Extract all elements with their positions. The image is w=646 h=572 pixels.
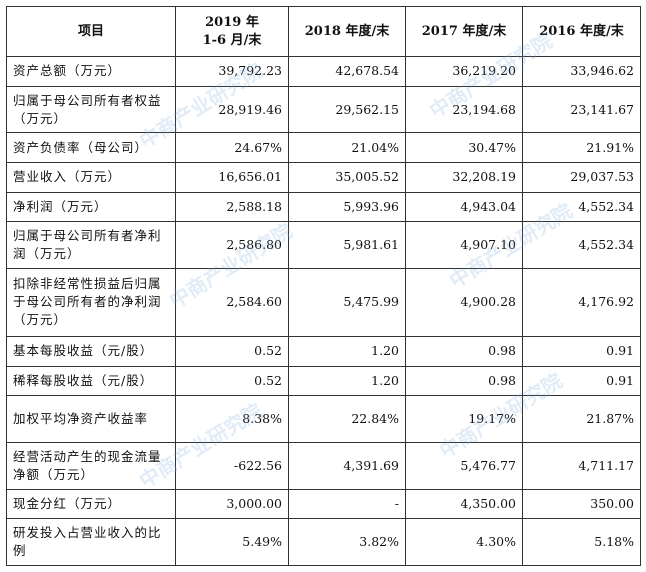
table-row: 加权平均净资产收益率 8.38% 22.84% 19.17% 21.87% (6, 395, 641, 443)
cell-value: 0.98 (405, 365, 523, 397)
cell-value: 4,552.34 (522, 221, 641, 270)
header-2018: 2018 年度/末 (288, 6, 406, 57)
table-row: 净利润（万元） 2,588.18 5,993.96 4,943.04 4,552.34 (6, 191, 641, 223)
cell-value: 32,208.19 (405, 162, 523, 193)
cell-value: 21.87% (522, 395, 641, 443)
row-label: 现金分红（万元） (6, 488, 176, 520)
table-row: 资产总额（万元） 39,792.23 42,678.54 36,219.20 33,94… (6, 56, 641, 87)
cell-value: 3.82% (288, 518, 406, 566)
row-label: 加权平均净资产收益率 (6, 395, 176, 443)
header-row: 项目 2019 年 1-6 月/末 2018 年度/末 2017 年度/末 20… (6, 6, 641, 57)
table-row: 经营活动产生的现金流量净额（万元） -622.56 4,391.69 5,476.77… (6, 441, 641, 490)
row-label: 经营活动产生的现金流量净额（万元） (6, 441, 176, 490)
cell-value: 4,391.69 (288, 441, 406, 490)
cell-value: 2,586.80 (175, 221, 289, 270)
table-row: 资产负债率（母公司） 24.67% 21.04% 30.47% 21.91% (6, 132, 641, 164)
cell-value: 21.91% (522, 132, 641, 164)
cell-value: 0.52 (175, 335, 289, 367)
cell-value: 0.52 (175, 365, 289, 397)
row-label: 资产总额（万元） (6, 56, 176, 87)
cell-value: 0.91 (522, 365, 641, 397)
header-2017: 2017 年度/末 (405, 6, 523, 57)
row-label: 资产负债率（母公司） (6, 132, 176, 164)
cell-value: 5,981.61 (288, 221, 406, 270)
cell-value: 2,588.18 (175, 191, 289, 223)
cell-value: 5,476.77 (405, 441, 523, 490)
cell-value: 4,176.92 (522, 268, 641, 337)
cell-value: 4,907.10 (405, 221, 523, 270)
row-label: 扣除非经常性损益后归属于母公司所有者的净利润（万元） (6, 268, 176, 337)
table-row: 营业收入（万元） 16,656.01 35,005.52 32,208.19 29,03… (6, 162, 641, 193)
cell-value: 0.98 (405, 335, 523, 367)
cell-value: 4,943.04 (405, 191, 523, 223)
row-label: 归属于母公司所有者权益（万元） (6, 85, 176, 134)
header-2016: 2016 年度/末 (522, 6, 641, 57)
cell-value: 4,552.34 (522, 191, 641, 223)
cell-value: 24.67% (175, 132, 289, 164)
cell-value: 33,946.62 (522, 56, 641, 87)
row-label: 营业收入（万元） (6, 162, 176, 193)
cell-value: 23,141.67 (522, 85, 641, 134)
cell-value: 30.47% (405, 132, 523, 164)
cell-value: 16,656.01 (175, 162, 289, 193)
cell-value: 8.38% (175, 395, 289, 443)
cell-value: 4,350.00 (405, 488, 523, 520)
cell-value: 28,919.46 (175, 85, 289, 134)
table-row: 研发投入占营业收入的比例 5.49% 3.82% 4.30% 5.18% (6, 518, 641, 566)
header-item: 项目 (6, 6, 176, 57)
cell-value: 29,037.53 (522, 162, 641, 193)
cell-value: 22.84% (288, 395, 406, 443)
cell-value: 0.91 (522, 335, 641, 367)
cell-value: 39,792.23 (175, 56, 289, 87)
row-label: 基本每股收益（元/股） (6, 335, 176, 367)
cell-value: 4,711.17 (522, 441, 641, 490)
row-label: 稀释每股收益（元/股） (6, 365, 176, 397)
header-2019h1: 2019 年 1-6 月/末 (175, 6, 289, 57)
cell-value: -622.56 (175, 441, 289, 490)
cell-value: 1.20 (288, 335, 406, 367)
row-label: 研发投入占营业收入的比例 (6, 518, 176, 566)
cell-value: 19.17% (405, 395, 523, 443)
cell-value: 21.04% (288, 132, 406, 164)
financial-table: 项目 2019 年 1-6 月/末 2018 年度/末 2017 年度/末 20… (6, 6, 641, 566)
table-row: 扣除非经常性损益后归属于母公司所有者的净利润（万元） 2,584.60 5,475.… (6, 268, 641, 337)
cell-value: 2,584.60 (175, 268, 289, 337)
cell-value: 5,475.99 (288, 268, 406, 337)
table-row: 归属于母公司所有者净利润（万元） 2,586.80 5,981.61 4,907.10… (6, 221, 641, 270)
table-row: 现金分红（万元） 3,000.00-4,350.00 350.00 (6, 488, 641, 520)
cell-value: 29,562.15 (288, 85, 406, 134)
table-row: 稀释每股收益（元/股） 0.52 1.20 0.98 0.91 (6, 365, 641, 397)
cell-value: 23,194.68 (405, 85, 523, 134)
table-row: 归属于母公司所有者权益（万元） 28,919.46 29,562.15 23,194.… (6, 85, 641, 134)
cell-value: 4.30% (405, 518, 523, 566)
cell-value: 1.20 (288, 365, 406, 397)
cell-value: 5,993.96 (288, 191, 406, 223)
cell-value: 5.18% (522, 518, 641, 566)
cell-value: 36,219.20 (405, 56, 523, 87)
cell-value: 350.00 (522, 488, 641, 520)
row-label: 净利润（万元） (6, 191, 176, 223)
cell-value: 42,678.54 (288, 56, 406, 87)
cell-value: 5.49% (175, 518, 289, 566)
row-label: 归属于母公司所有者净利润（万元） (6, 221, 176, 270)
cell-value: - (288, 488, 406, 520)
cell-value: 35,005.52 (288, 162, 406, 193)
cell-value: 4,900.28 (405, 268, 523, 337)
table-row: 基本每股收益（元/股） 0.52 1.20 0.98 0.91 (6, 335, 641, 367)
cell-value: 3,000.00 (175, 488, 289, 520)
